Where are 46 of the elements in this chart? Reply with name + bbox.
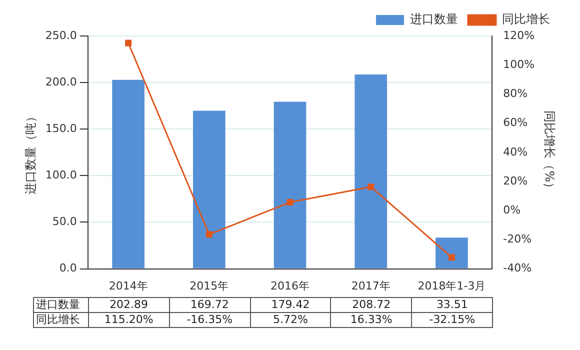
y-tick-label: 100.0 (45, 168, 77, 182)
data-label: 33.51 (412, 298, 493, 312)
point (448, 254, 455, 261)
y-tick-label: 150.0 (45, 122, 77, 135)
bar (274, 102, 306, 268)
bar (112, 80, 144, 268)
data-label: 202.89 (88, 298, 170, 312)
x-tick-label: 2017年 (351, 279, 390, 292)
y-tick-label: 50.0 (52, 215, 77, 228)
x-tick-label: 2018年1-3月 (418, 279, 486, 292)
x-tick-label: 2014年 (108, 279, 148, 292)
y2-tick-label: 0% (503, 203, 521, 216)
y-tick-label: 200.0 (45, 75, 77, 88)
data-label: 208.72 (330, 298, 412, 312)
y-axis-title: 进口数量（吨） (23, 110, 38, 194)
y2-tick-label: -40% (503, 262, 532, 275)
data-label: 115.20% (88, 312, 170, 328)
data-label: 5.72% (250, 312, 331, 328)
point (125, 40, 132, 46)
data-label: -32.15% (412, 312, 493, 328)
data-label: 179.42 (250, 298, 331, 312)
text: 同比增长 (36, 313, 80, 326)
y2-tick-label: 80% (503, 87, 528, 100)
data-label: -16.35% (169, 312, 250, 328)
y-tick-label: 250.0 (45, 28, 77, 42)
text: 进口数量 (36, 298, 80, 311)
x-tick-label: 2015年 (190, 279, 229, 292)
legend-label: 同比增长 (502, 12, 550, 26)
data-label: 16.33% (330, 312, 412, 328)
legend-label: 进口数量 (410, 12, 458, 26)
bar (354, 74, 388, 268)
y2-tick-label: 20% (503, 174, 528, 188)
y-tick-label: 0.0 (59, 262, 77, 275)
y2-tick-label: -20% (503, 232, 532, 246)
point (286, 199, 294, 206)
data-label: 169.72 (169, 298, 250, 312)
bar (193, 110, 226, 268)
point (368, 184, 374, 190)
point (206, 231, 212, 238)
y2-tick-label: 120% (503, 28, 535, 42)
y2-axis-title: 同比增长（%） (542, 110, 557, 194)
y2-tick-label: 40% (503, 145, 528, 158)
x-tick-label: 2016年 (270, 279, 310, 292)
y2-tick-label: 100% (503, 58, 535, 71)
bar (436, 238, 468, 268)
y2-tick-label: 60% (503, 116, 528, 130)
